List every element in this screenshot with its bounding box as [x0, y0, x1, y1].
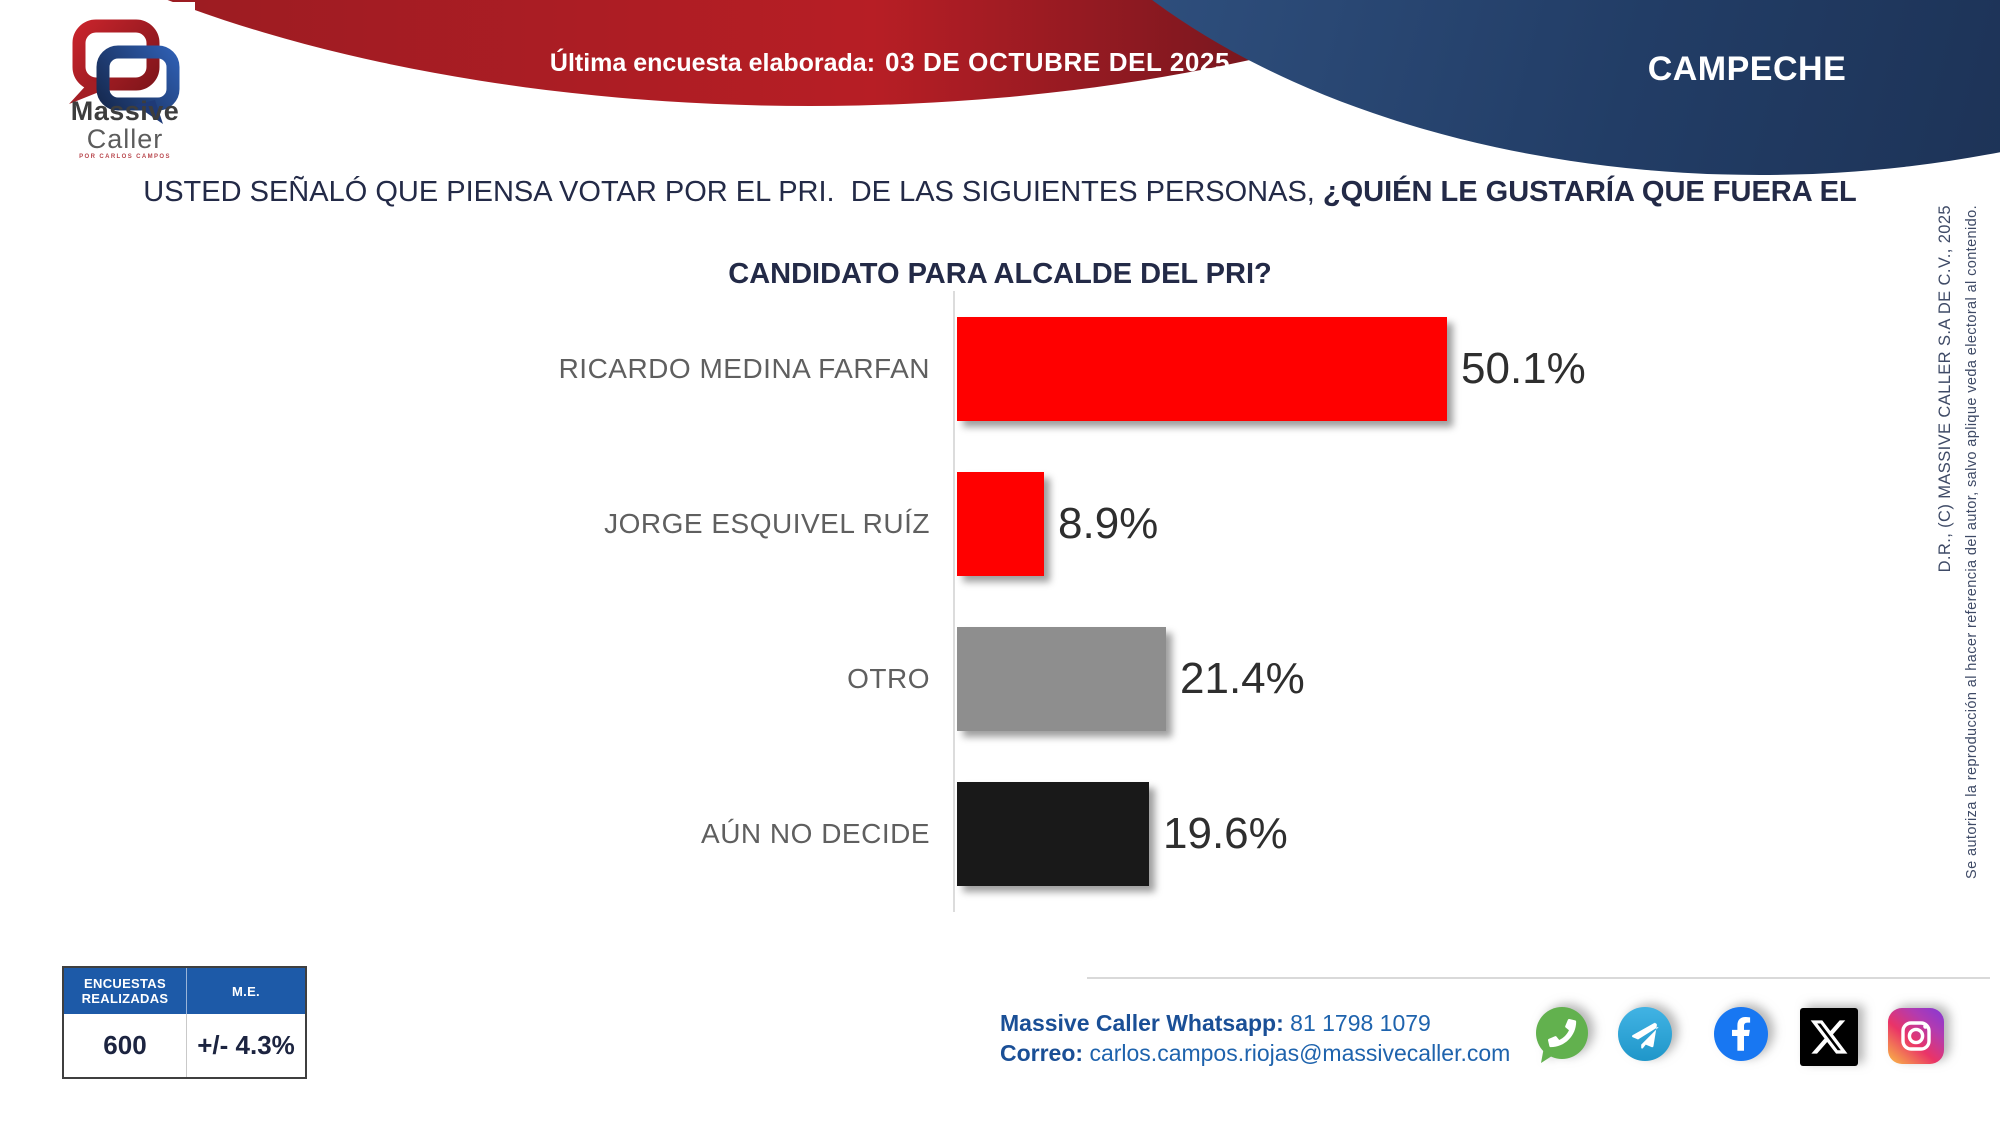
value-label: 8.9%: [1058, 499, 1159, 548]
header-banner-shapes: [167, 0, 2000, 175]
stats-value-me: +/- 4.3%: [187, 1014, 305, 1077]
value-label: 50.1%: [1461, 344, 1586, 393]
logo-text-massive: Massive: [70, 96, 180, 126]
category-label: OTRO: [847, 663, 930, 694]
copyright-line: D.R., (C) MASSIVE CALLER S.A DE C.V., 20…: [1936, 205, 1954, 573]
bar-otro: [957, 627, 1166, 731]
value-label: 21.4%: [1180, 654, 1305, 703]
facebook-icon[interactable]: [1712, 1005, 1770, 1063]
speech-bubbles-logo-icon: [69, 19, 180, 124]
banner-label: Última encuesta elaborada:: [549, 49, 876, 77]
logo-text-caller: Caller: [86, 124, 164, 154]
category-label: JORGE ESQUIVEL RUÍZ: [604, 508, 930, 539]
chart-row: RICARDO MEDINA FARFAN 50.1%: [0, 317, 2000, 421]
email-address[interactable]: carlos.campos.riojas@massivecaller.com: [1083, 1040, 1511, 1066]
red-banner-shape: [167, 0, 1453, 106]
stats-value-encuestas: 600: [64, 1014, 187, 1077]
massive-caller-logo: Massive Caller POR CARLOS CAMPOS: [55, 2, 195, 162]
authorization-line: Se autoriza la reproducción al hacer ref…: [1964, 205, 1980, 879]
whatsapp-label: Massive Caller Whatsapp:: [1000, 1010, 1284, 1036]
navy-banner-shape: [1152, 0, 2000, 175]
banner-date: 03 DE OCTUBRE DEL 2025: [885, 47, 1231, 77]
category-label: AÚN NO DECIDE: [701, 818, 930, 849]
x-icon[interactable]: [1799, 1007, 1859, 1067]
footer-divider-line: [1087, 977, 1990, 979]
contact-block: Massive Caller Whatsapp: 81 1798 1079 Co…: [1000, 1008, 1510, 1068]
whatsapp-number: 81 1798 1079: [1283, 1010, 1431, 1036]
chart-axis-line: [953, 291, 955, 912]
bar-ricardo-medina-farfan: [957, 317, 1447, 421]
question-title: USTED SEÑALÓ QUE PIENSA VOTAR POR EL PRI…: [50, 172, 1950, 377]
chart-row: JORGE ESQUIVEL RUÍZ 8.9%: [0, 472, 2000, 576]
question-bold-part2: CANDIDATO PARA ALCALDE DEL PRI?: [728, 258, 1272, 290]
question-bold-part1: ¿QUIÉN LE GUSTARÍA QUE FUERA EL: [1322, 176, 1857, 208]
stats-header-me: M.E.: [187, 968, 305, 1014]
whatsapp-icon[interactable]: [1532, 1005, 1590, 1065]
last-survey-banner: Última encuesta elaborada: 03 DE OCTUBRE …: [390, 46, 1390, 83]
telegram-icon[interactable]: [1616, 1005, 1674, 1063]
whatsapp-line: Massive Caller Whatsapp: 81 1798 1079: [1000, 1008, 1510, 1038]
email-label: Correo:: [1000, 1040, 1084, 1066]
chart-row: OTRO 21.4%: [0, 627, 2000, 731]
logo-tagline: POR CARLOS CAMPOS: [79, 154, 171, 160]
social-icons-row: [1532, 1005, 1952, 1069]
bar-jorge-esquivel-ruiz: [957, 472, 1044, 576]
instagram-icon[interactable]: [1886, 1006, 1946, 1066]
chart-row: AÚN NO DECIDE 19.6%: [0, 782, 2000, 886]
email-line: Correo: carlos.campos.riojas@massivecall…: [1000, 1038, 1510, 1068]
value-label: 19.6%: [1163, 809, 1288, 858]
category-label: RICARDO MEDINA FARFAN: [558, 353, 930, 384]
stats-table: ENCUESTAS REALIZADAS M.E. 600 +/- 4.3%: [62, 966, 307, 1079]
question-regular: USTED SEÑALÓ QUE PIENSA VOTAR POR EL PRI…: [143, 176, 1323, 208]
region-title: CAMPECHE: [1647, 50, 1847, 88]
stats-header-encuestas: ENCUESTAS REALIZADAS: [64, 968, 187, 1014]
bar-aun-no-decide: [957, 782, 1149, 886]
